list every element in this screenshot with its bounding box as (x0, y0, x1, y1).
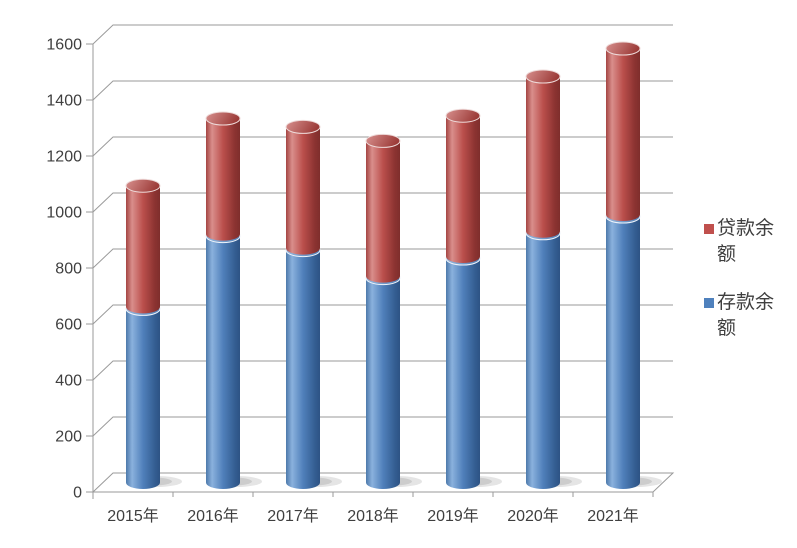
y-axis-label: 600 (55, 317, 82, 334)
bar-segment-deposit (206, 236, 240, 483)
x-axis-label: 2020年 (507, 507, 559, 525)
bar-segment-loan (606, 48, 640, 215)
bar-segment-loan (126, 185, 160, 307)
y-axis-label: 1400 (46, 93, 82, 110)
x-axis-label: 2018年 (347, 507, 399, 525)
bar-segment-deposit (366, 278, 400, 483)
bar-group-2017年 (285, 119, 342, 489)
gridline (86, 24, 673, 45)
legend-swatch-deposit-icon (704, 298, 714, 308)
axes-layer (92, 44, 654, 499)
bar-group-2015年 (125, 178, 182, 489)
bar-cap-loan (125, 178, 161, 193)
x-axis-label: 2015年 (107, 507, 159, 525)
y-axis-label: 1200 (46, 149, 82, 166)
legend-label-deposit: 存款余额 (717, 292, 775, 339)
bar-segment-deposit (286, 250, 320, 483)
bar-segment-loan (526, 76, 560, 232)
x-axis-label: 2021年 (587, 507, 639, 525)
x-axis-label: 2019年 (427, 507, 479, 525)
bar-segment-deposit (446, 258, 480, 483)
legend-item-loan: 贷款余额 (704, 216, 780, 268)
legend-label-loan: 贷款余额 (717, 218, 775, 265)
floor-layer (91, 472, 675, 493)
y-axis-label: 800 (55, 261, 82, 278)
legend-item-deposit: 存款余额 (704, 290, 780, 342)
bar-segment-loan (366, 140, 400, 277)
x-axis-label: 2017年 (267, 507, 319, 525)
bar-group-2018年 (365, 133, 422, 489)
bar-cap-loan (445, 108, 481, 123)
gridlines-layer (86, 24, 673, 493)
bar-cap-loan (285, 119, 321, 134)
bar-segment-deposit (526, 233, 560, 483)
bar-cap-loan (605, 41, 641, 56)
bar-cap-loan (525, 69, 561, 84)
bar-group-2016年 (205, 111, 262, 489)
bar-cap-loan (205, 111, 241, 126)
gridline (86, 80, 673, 101)
bar-segment-loan (446, 115, 480, 257)
y-axis-label: 400 (55, 373, 82, 390)
bar-cap-loan (365, 133, 401, 148)
bar-segment-deposit (126, 308, 160, 483)
floor (91, 472, 675, 493)
bar-group-2020年 (525, 69, 582, 489)
x-axis-label: 2016年 (187, 507, 239, 525)
axis-labels-layer: 0 200 400 600 800 1000 1200 1400 1600 2015年 2016年 2… (46, 37, 638, 526)
bar-group-2021年 (605, 41, 662, 489)
legend-swatch-loan-icon (704, 224, 714, 234)
legend: 贷款余额 存款余额 (704, 216, 780, 364)
y-axis-label: 200 (55, 429, 82, 446)
y-axis-label: 1000 (46, 205, 82, 222)
bar-group-2019年 (445, 108, 502, 489)
y-axis-label: 1600 (46, 37, 82, 54)
bars-layer (125, 41, 662, 489)
bar-segment-loan (286, 126, 320, 249)
y-axis-label: 0 (73, 485, 82, 502)
bar-segment-loan (206, 118, 240, 235)
bar-segment-deposit (606, 216, 640, 483)
